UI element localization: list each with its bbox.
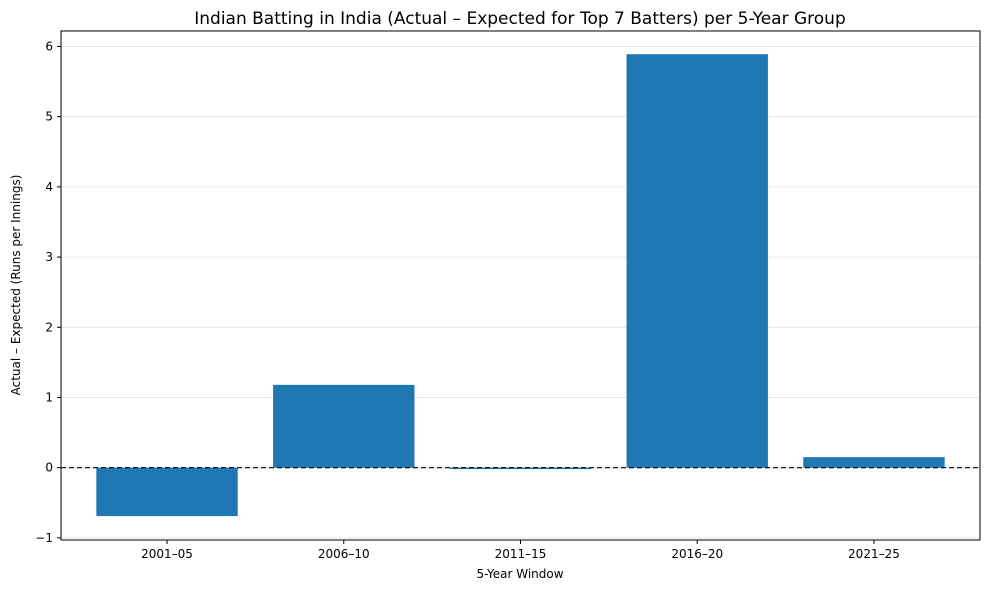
x-tick-label: 2011–15 bbox=[495, 547, 547, 561]
y-tick-label: 3 bbox=[45, 250, 53, 264]
x-tick-label: 2001–05 bbox=[141, 547, 193, 561]
x-tick-label: 2006–10 bbox=[318, 547, 370, 561]
x-axis-label: 5-Year Window bbox=[476, 567, 563, 581]
y-tick-label: 6 bbox=[45, 39, 53, 53]
y-tick-label: 4 bbox=[45, 180, 53, 194]
x-tick-label: 2016–20 bbox=[671, 547, 723, 561]
x-axis-ticks: 2001–05 2006–10 2011–15 2016–20 2021–25 bbox=[141, 540, 900, 561]
bar-2001–05 bbox=[96, 467, 238, 517]
chart-title: Indian Batting in India (Actual – Expect… bbox=[194, 9, 846, 29]
y-tick-label: 5 bbox=[45, 110, 53, 124]
y-tick-label: 0 bbox=[45, 461, 53, 475]
y-tick-label: 2 bbox=[45, 320, 53, 334]
y-tick-label: 1 bbox=[45, 390, 53, 404]
bars bbox=[96, 54, 945, 517]
y-axis-ticks: −1 0 1 2 3 4 5 6 bbox=[35, 39, 61, 545]
y-tick-label: −1 bbox=[35, 531, 53, 545]
bar-2021–25 bbox=[803, 457, 945, 468]
bar-2006–10 bbox=[273, 384, 415, 468]
bar-2011–15 bbox=[449, 467, 592, 470]
x-tick-label: 2021–25 bbox=[848, 547, 900, 561]
bar-2016–20 bbox=[626, 54, 768, 468]
y-axis-label: Actual – Expected (Runs per Innings) bbox=[9, 175, 23, 396]
